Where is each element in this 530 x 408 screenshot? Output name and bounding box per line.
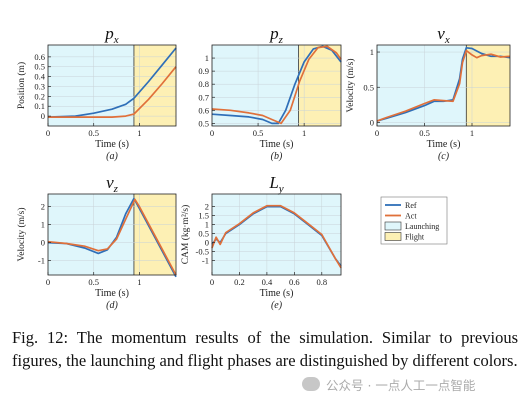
plot-frame — [47, 193, 177, 276]
y-tick-label: 1 — [370, 47, 374, 57]
y-tick-label: 0.4 — [34, 72, 45, 82]
y-tick-label: 0 — [370, 117, 374, 127]
legend-label: Ref — [405, 201, 417, 210]
watermark-text: 公众号 · 一点人工一点智能 — [326, 377, 476, 393]
legend-swatch-flight — [384, 232, 402, 241]
y-tick-label: 1 — [205, 220, 209, 230]
x-tick-label: 1 — [137, 277, 141, 287]
x-tick-label: 0 — [210, 128, 214, 138]
x-tick-label: 0.2 — [234, 277, 245, 287]
y-axis-label: CAM (kg·m²/s) — [180, 205, 191, 265]
x-tick-label: 1 — [470, 128, 474, 138]
y-tick-label: 0.2 — [34, 91, 45, 101]
y-tick-label: 2 — [205, 202, 209, 212]
panel-label: (b) — [271, 151, 283, 162]
y-tick-label: -1 — [202, 256, 209, 266]
x-axis-label: Time (s) — [260, 139, 294, 150]
series-line-act — [47, 198, 177, 276]
chart-title: pz — [269, 24, 284, 46]
series-line-ref — [47, 47, 177, 118]
series-line-act — [48, 66, 177, 118]
y-tick-label: -1 — [38, 256, 45, 266]
x-tick-label: 0.5 — [88, 277, 99, 287]
chart-title: vx — [437, 24, 450, 46]
x-tick-label: 0 — [210, 277, 214, 287]
series-line-act — [211, 45, 342, 125]
figure-caption: Fig. 12: The momentum results of the sim… — [12, 328, 518, 370]
y-tick-label: 0.7 — [198, 92, 209, 102]
chart-3: 0 0.5 1 0 0.5 1 Time (s) Velocity (m/s) (c) vx — [345, 24, 511, 162]
x-tick-label: 1 — [302, 128, 306, 138]
legend-label: Flight — [405, 233, 425, 242]
panel-label: (d) — [106, 300, 118, 311]
series-line-act — [376, 49, 511, 122]
plot-frame — [211, 193, 342, 276]
y-tick-label: 0.5 — [34, 62, 45, 72]
plot-frame — [47, 44, 177, 127]
wechat-logo-icon — [302, 377, 320, 391]
y-tick-label: 0.6 — [34, 52, 45, 62]
panel-label: (e) — [271, 300, 283, 311]
y-tick-label: 0.1 — [34, 101, 45, 111]
y-tick-label: 1 — [205, 53, 209, 63]
y-tick-label: 0 — [41, 111, 45, 121]
y-tick-label: 2 — [41, 202, 45, 212]
flight-phase-region — [466, 45, 510, 126]
y-axis-label: Velocity (m/s) — [16, 207, 27, 261]
y-tick-label: 0.3 — [34, 81, 45, 91]
x-axis-label: Time (s) — [427, 139, 461, 150]
x-axis-label: Time (s) — [260, 288, 294, 299]
chart-4: 0 0.5 1 -1 0 1 2 Time (s) Velocity (m/s) (d) vz — [16, 173, 177, 311]
x-axis-label: Time (s) — [95, 139, 129, 150]
panel-label: (a) — [106, 151, 118, 162]
x-axis-label: Time (s) — [95, 288, 129, 299]
x-tick-label: 0.6 — [289, 277, 300, 287]
y-tick-label: 0.6 — [198, 105, 209, 115]
plot-frame — [211, 44, 342, 127]
legend-label: Launching — [405, 222, 439, 231]
watermark: 公众号 · 一点人工一点智能 — [302, 370, 524, 398]
y-axis-label: Velocity (m/s) — [345, 58, 356, 112]
y-tick-label: 1 — [41, 220, 45, 230]
x-tick-label: 0.5 — [419, 128, 430, 138]
panel-label: (c) — [438, 151, 450, 162]
y-tick-label: 0 — [41, 238, 45, 248]
y-tick-label: 0.5 — [363, 82, 374, 92]
x-tick-label: 0 — [46, 128, 50, 138]
launching-phase-region — [48, 45, 134, 126]
x-tick-label: 1 — [137, 128, 141, 138]
y-tick-label: 0.5 — [198, 229, 209, 239]
y-tick-label: 0.5 — [198, 118, 209, 128]
x-tick-label: 0.5 — [88, 128, 99, 138]
x-tick-label: 0.5 — [253, 128, 264, 138]
launching-phase-region — [377, 45, 467, 126]
chart-title: vz — [106, 173, 119, 195]
y-axis-label: Position (m) — [16, 62, 27, 109]
plot-frame — [376, 44, 511, 127]
series-line-act — [211, 204, 342, 269]
legend-label: Act — [405, 212, 417, 221]
y-tick-label: 0 — [205, 238, 209, 248]
y-tick-label: 0.9 — [198, 66, 209, 76]
x-tick-label: 0 — [375, 128, 379, 138]
y-tick-label: 0.8 — [198, 79, 209, 89]
launching-phase-region — [48, 194, 134, 275]
flight-phase-region — [133, 45, 176, 126]
x-tick-label: 0.8 — [316, 277, 327, 287]
legend-swatch-launching — [384, 221, 402, 231]
flight-phase-region — [298, 45, 341, 126]
x-tick-label: 0 — [46, 277, 50, 287]
x-tick-label: 0.4 — [262, 277, 273, 287]
y-tick-label: -0.5 — [196, 247, 209, 257]
y-tick-label: 1.5 — [198, 211, 209, 221]
chart-title: px — [104, 24, 119, 46]
chart-title: Ly — [268, 173, 283, 195]
